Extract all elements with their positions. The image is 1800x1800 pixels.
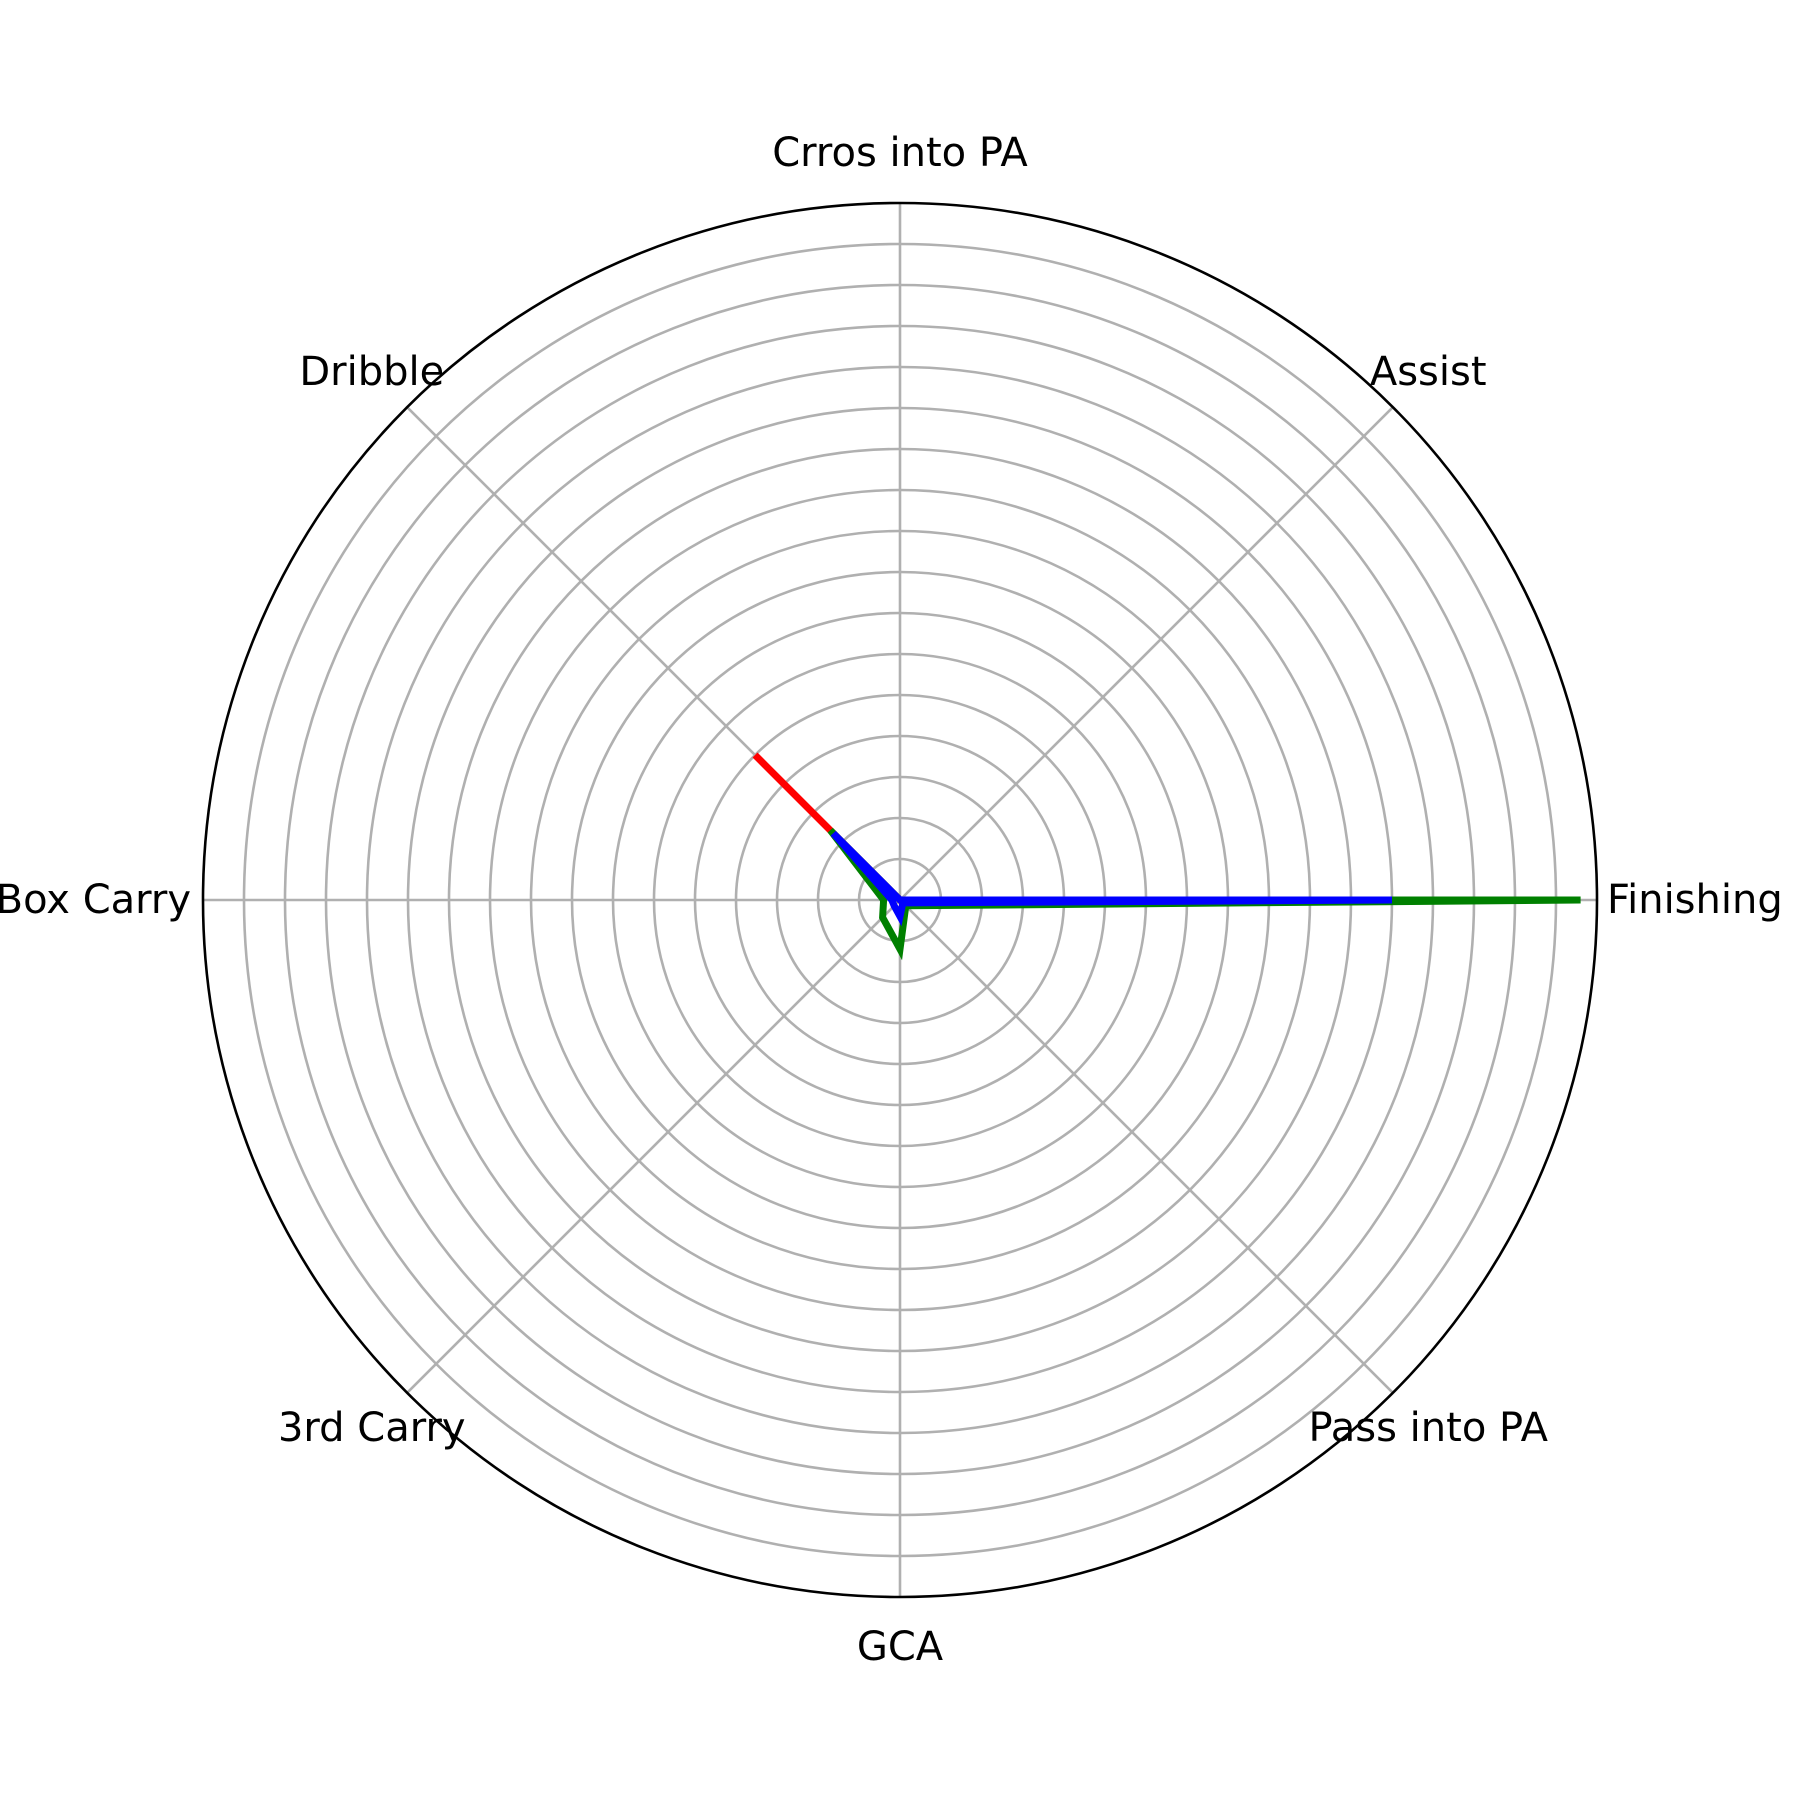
axis-label-3: Dribble [299, 349, 444, 395]
axis-label-1: Assist [1370, 349, 1487, 395]
axis-label-4: Box Carry [0, 877, 191, 923]
radar-axis-labels: Finishing Assist Crros into PA Dribble Box C… [0, 130, 1783, 1670]
series-line-2 [827, 827, 1581, 961]
axis-label-7: Pass into PA [1308, 1405, 1548, 1451]
axis-label-6: GCA [857, 1624, 944, 1670]
axis-label-5: 3rd Carry [278, 1405, 466, 1451]
grid-spoke [406, 899, 901, 1394]
grid-spoke [899, 406, 1394, 901]
axis-label-2: Crros into PA [772, 130, 1028, 176]
axis-label-0: Finishing [1607, 877, 1783, 923]
radar-series [752, 752, 1581, 961]
series-line-3 [830, 830, 1393, 927]
grid-spoke [899, 899, 1394, 1394]
polar-frame [201, 201, 1599, 1599]
